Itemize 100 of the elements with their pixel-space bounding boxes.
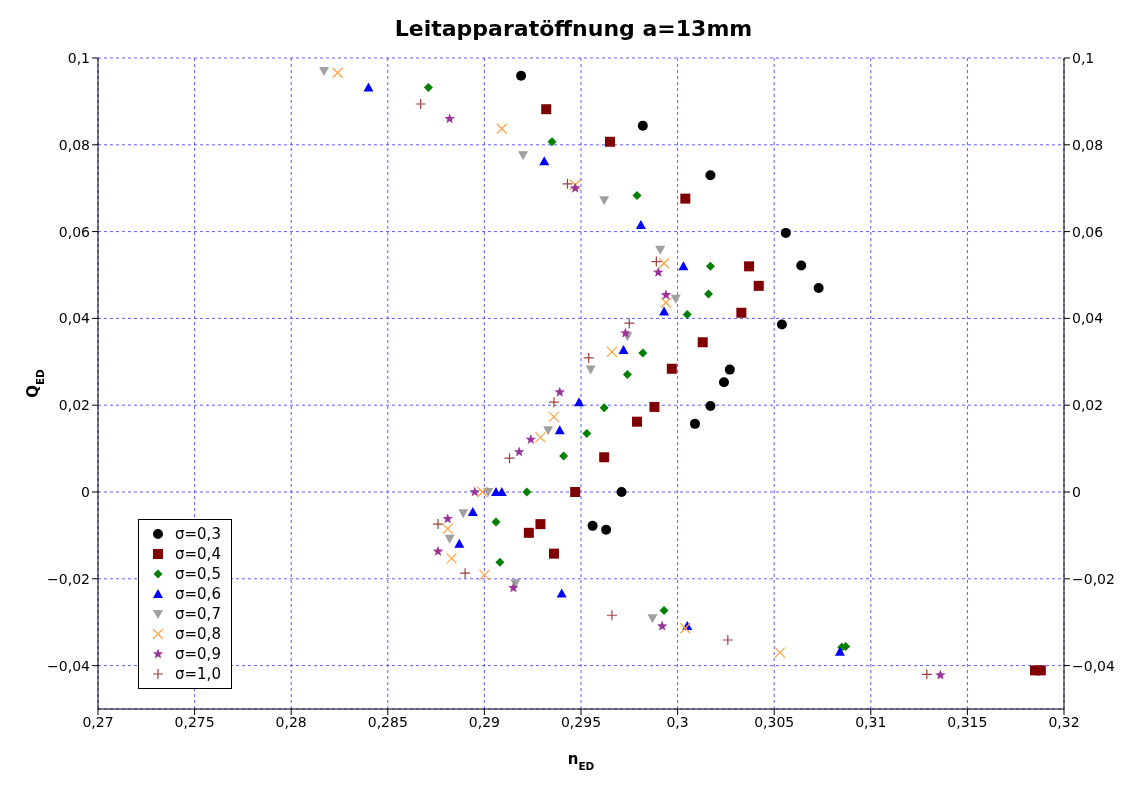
point xyxy=(638,348,648,358)
x-tick-label: 0,28 xyxy=(275,713,307,730)
point xyxy=(834,646,845,656)
point xyxy=(604,136,615,147)
point xyxy=(680,193,691,204)
x-tick-label: 0,305 xyxy=(754,713,795,730)
point xyxy=(445,552,458,564)
legend-label: σ=0,9 xyxy=(175,645,221,663)
point xyxy=(415,98,427,110)
point xyxy=(1035,665,1046,676)
point xyxy=(432,545,444,556)
x-tick-label: 0,285 xyxy=(367,713,408,730)
point xyxy=(587,520,598,531)
point xyxy=(935,669,946,680)
point xyxy=(454,538,465,548)
point xyxy=(623,317,635,329)
point xyxy=(601,524,612,535)
point xyxy=(660,289,672,300)
point xyxy=(616,487,627,497)
y-tick-label: 0,1 xyxy=(67,49,90,66)
point xyxy=(319,67,330,77)
point xyxy=(516,70,527,81)
point xyxy=(432,518,444,530)
point xyxy=(539,156,550,166)
point xyxy=(331,67,344,79)
point xyxy=(647,614,658,624)
point xyxy=(548,411,560,423)
point xyxy=(554,386,565,397)
point xyxy=(525,433,536,444)
legend-label: σ=0,7 xyxy=(175,605,221,623)
point xyxy=(689,418,700,429)
x-tick-label: 0,315 xyxy=(947,713,988,730)
point xyxy=(618,345,629,355)
point xyxy=(469,486,480,497)
legend-label: σ=0,6 xyxy=(175,585,221,603)
point xyxy=(543,426,554,436)
point xyxy=(704,289,714,299)
y2-tick-label: 0,08 xyxy=(1072,136,1104,153)
chart-title: Leitapparatöffnung a=13mm xyxy=(393,16,754,41)
legend-label: σ=1,0 xyxy=(175,665,221,683)
x-tick-label: 0,32 xyxy=(1048,713,1080,730)
point xyxy=(535,519,546,530)
point xyxy=(632,191,642,201)
point xyxy=(556,588,567,598)
point xyxy=(583,352,595,364)
y2-tick-label: 0 xyxy=(1072,483,1081,500)
point xyxy=(518,151,529,161)
y-tick-label: 0,06 xyxy=(58,223,91,240)
point xyxy=(599,196,610,206)
point xyxy=(705,170,716,181)
point xyxy=(660,297,672,309)
point xyxy=(599,452,610,463)
point xyxy=(459,567,471,579)
point xyxy=(659,306,670,316)
y2-tick-label: −0,02 xyxy=(1072,570,1115,587)
point xyxy=(491,517,501,527)
point xyxy=(649,401,660,412)
point xyxy=(523,527,534,538)
point xyxy=(547,137,557,147)
point xyxy=(503,452,516,464)
point xyxy=(722,634,734,646)
x-tick-label: 0,275 xyxy=(174,713,215,730)
point xyxy=(606,609,618,621)
point xyxy=(776,319,787,330)
y2-tick-label: 0,06 xyxy=(1072,223,1104,240)
legend-label: σ=0,5 xyxy=(175,565,221,583)
point xyxy=(736,307,747,318)
point xyxy=(780,227,791,238)
point xyxy=(606,346,618,358)
point xyxy=(718,377,729,388)
y2-tick-label: 0,1 xyxy=(1072,49,1095,66)
point xyxy=(637,120,648,131)
x-tick-label: 0,29 xyxy=(468,713,500,730)
x-tick-label: 0,3 xyxy=(666,713,689,730)
point xyxy=(582,428,592,438)
point xyxy=(534,431,547,443)
point xyxy=(442,513,453,524)
point xyxy=(561,178,574,190)
point xyxy=(655,245,666,255)
point xyxy=(458,509,469,519)
point xyxy=(599,403,609,413)
point xyxy=(548,396,560,408)
y2-tick-label: −0,04 xyxy=(1072,657,1115,674)
point xyxy=(522,487,532,497)
point xyxy=(724,364,735,375)
point xyxy=(476,486,489,498)
point xyxy=(670,294,681,304)
point xyxy=(622,369,632,379)
x-tick-label: 0,31 xyxy=(855,713,887,730)
point xyxy=(678,261,689,271)
point xyxy=(559,451,569,461)
point xyxy=(513,446,525,457)
legend-label: σ=0,8 xyxy=(175,625,221,643)
point xyxy=(635,220,646,230)
point xyxy=(467,506,478,516)
point xyxy=(774,646,786,659)
point xyxy=(478,569,490,581)
y2-tick-label: 0,02 xyxy=(1072,397,1104,414)
point xyxy=(570,487,581,497)
point xyxy=(796,260,807,271)
